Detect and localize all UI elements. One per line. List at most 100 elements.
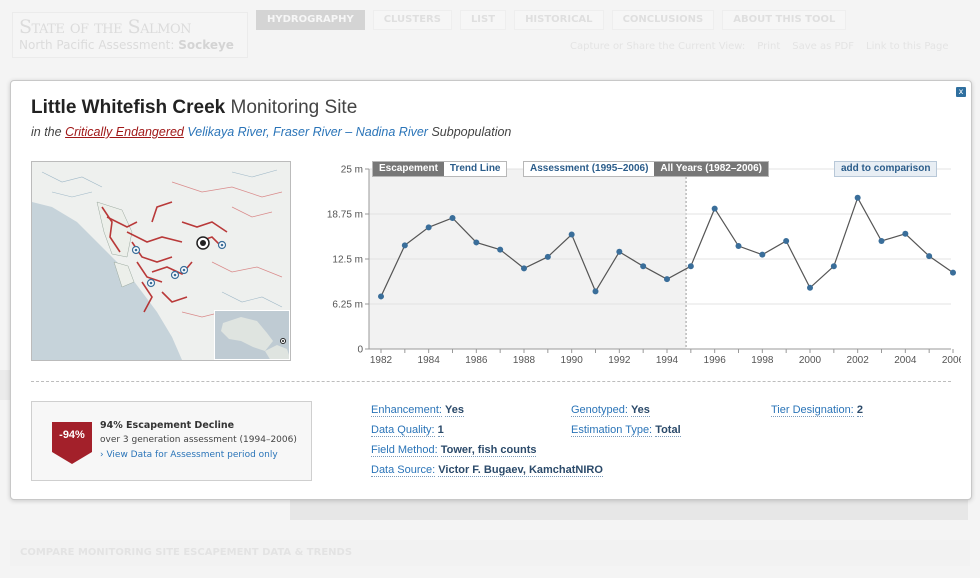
data-point bbox=[568, 231, 575, 238]
nav-conclusions[interactable]: Conclusions bbox=[611, 10, 715, 30]
data-point bbox=[664, 276, 670, 283]
compare-footer[interactable]: Compare Monitoring Site Escapement Data … bbox=[10, 540, 970, 566]
data-point bbox=[378, 293, 384, 300]
site-title: Little Whitefish Creek Monitoring Site bbox=[31, 97, 357, 119]
site-title-suffix: Monitoring Site bbox=[230, 97, 358, 118]
attr-value: Tower, fish counts bbox=[440, 444, 537, 457]
attr-label[interactable]: Genotyped: bbox=[571, 404, 628, 417]
y-tick-label: 18.75 m bbox=[327, 210, 363, 221]
nav-clusters[interactable]: Clusters bbox=[372, 10, 452, 30]
y-tick-label: 25 m bbox=[341, 165, 363, 176]
decline-note: over 3 generation assessment (1994–2006) bbox=[100, 435, 297, 445]
attr-label[interactable]: Estimation Type: bbox=[571, 424, 653, 437]
site-logo: State of the Salmon North Pacific Assess… bbox=[12, 12, 248, 58]
attr-value: Victor F. Bugaev, KamchatNIRO bbox=[438, 464, 603, 477]
attr-data-source: Data Source: Victor F. Bugaev, KamchatNI… bbox=[371, 464, 603, 477]
print-link[interactable]: Print bbox=[757, 41, 781, 52]
decline-title: 94% Escapement Decline bbox=[100, 420, 235, 431]
data-point bbox=[926, 253, 933, 260]
status-link[interactable]: Critically Endangered bbox=[65, 125, 184, 139]
share-toolbar: Capture or Share the Current View: Print… bbox=[570, 41, 949, 52]
attr-label[interactable]: Enhancement: bbox=[371, 404, 442, 417]
attr-value: 1 bbox=[437, 424, 444, 437]
share-label: Capture or Share the Current View: bbox=[570, 41, 746, 52]
nav-about[interactable]: About this Tool bbox=[722, 10, 847, 30]
river-link[interactable]: Velikaya River, Fraser River – Nadina Ri… bbox=[187, 125, 428, 139]
tab-assessment-period[interactable]: Assessment (1995–2006) bbox=[524, 162, 655, 176]
x-tick-label: 2006 bbox=[942, 355, 961, 366]
data-point bbox=[854, 194, 861, 201]
data-point bbox=[640, 263, 647, 270]
subtitle-prefix: in the bbox=[31, 125, 62, 139]
data-point bbox=[425, 224, 432, 231]
tab-trend-line[interactable]: Trend Line bbox=[443, 162, 507, 176]
site-subtitle: in the Critically Endangered Velikaya Ri… bbox=[31, 125, 511, 139]
data-point bbox=[616, 248, 623, 255]
site-name: Little Whitefish Creek bbox=[31, 97, 226, 118]
decline-badge: -94% bbox=[52, 422, 92, 464]
attr-label[interactable]: Tier Designation: bbox=[771, 404, 854, 417]
attr-label[interactable]: Field Method: bbox=[371, 444, 438, 457]
chart-series-tabs: Escapement Trend Line bbox=[372, 161, 508, 177]
site-map[interactable] bbox=[31, 161, 291, 361]
attr-value: Yes bbox=[630, 404, 650, 417]
x-tick-label: 2002 bbox=[847, 355, 870, 366]
y-tick-label: 6.25 m bbox=[332, 300, 363, 311]
nav-historical[interactable]: Historical bbox=[514, 10, 604, 30]
decline-percent: -94% bbox=[59, 429, 85, 441]
data-point bbox=[592, 288, 599, 295]
x-tick-label: 1994 bbox=[656, 355, 679, 366]
data-point bbox=[759, 251, 766, 258]
x-tick-label: 1998 bbox=[751, 355, 774, 366]
data-point bbox=[401, 242, 408, 249]
x-tick-label: 1984 bbox=[418, 355, 441, 366]
attr-label[interactable]: Data Source: bbox=[371, 464, 436, 477]
view-assessment-data-link[interactable]: › View Data for Assessment period only bbox=[100, 450, 278, 460]
data-point bbox=[687, 263, 694, 270]
map-markers bbox=[131, 236, 227, 288]
attr-estimation-type: Estimation Type: Total bbox=[571, 424, 681, 437]
x-tick-label: 2004 bbox=[894, 355, 917, 366]
tab-escapement[interactable]: Escapement bbox=[373, 162, 444, 176]
data-point bbox=[735, 243, 742, 250]
decline-summary: -94% 94% Escapement Decline over 3 gener… bbox=[31, 401, 312, 481]
add-to-comparison-button[interactable]: add to comparison bbox=[834, 161, 938, 177]
x-tick-label: 1992 bbox=[608, 355, 631, 366]
data-point bbox=[473, 239, 480, 246]
logo-subtitle: North Pacific Assessment: Sockeye bbox=[19, 38, 234, 52]
data-point bbox=[544, 253, 551, 260]
escapement-chart: 0 6.25 m 12.5 m 18.75 m 25 m 1982 1984 1986 198… bbox=[311, 159, 961, 371]
locator-inset-map bbox=[214, 310, 290, 360]
data-point bbox=[902, 230, 909, 237]
data-point bbox=[830, 263, 837, 270]
x-tick-label: 1982 bbox=[370, 355, 393, 366]
data-point bbox=[497, 246, 504, 253]
attr-genotyped: Genotyped: Yes bbox=[571, 404, 650, 417]
nav-list[interactable]: List bbox=[459, 10, 507, 30]
close-icon[interactable]: x bbox=[956, 87, 966, 97]
attr-value: Total bbox=[655, 424, 681, 437]
subtitle-suffix: Subpopulation bbox=[431, 125, 512, 139]
tab-all-years[interactable]: All Years (1982–2006) bbox=[654, 162, 768, 176]
data-point bbox=[449, 214, 456, 221]
y-tick-label: 12.5 m bbox=[332, 255, 363, 266]
save-pdf-link[interactable]: Save as PDF bbox=[792, 41, 855, 52]
y-tick-label: 0 bbox=[357, 345, 363, 356]
site-detail-modal: x Little Whitefish Creek Monitoring Site… bbox=[10, 80, 972, 500]
data-point bbox=[711, 205, 718, 212]
attr-value: 2 bbox=[856, 404, 863, 417]
nav-hydrography[interactable]: Hydrography bbox=[256, 10, 365, 30]
attr-enhancement: Enhancement: Yes bbox=[371, 404, 464, 417]
attr-tier-designation: Tier Designation: 2 bbox=[771, 404, 863, 417]
x-tick-label: 1996 bbox=[704, 355, 727, 366]
chart-period-tabs: Assessment (1995–2006) All Years (1982–2… bbox=[523, 161, 769, 177]
main-nav: Hydrography Clusters List Historical Con… bbox=[256, 10, 847, 30]
x-tick-label: 1990 bbox=[561, 355, 584, 366]
attr-label[interactable]: Data Quality: bbox=[371, 424, 435, 437]
x-tick-label: 1986 bbox=[465, 355, 488, 366]
logo-title: State of the Salmon bbox=[19, 16, 192, 38]
attr-field-method: Field Method: Tower, fish counts bbox=[371, 444, 537, 457]
link-to-page[interactable]: Link to this Page bbox=[866, 41, 949, 52]
data-point bbox=[950, 269, 956, 276]
data-point bbox=[521, 265, 527, 272]
